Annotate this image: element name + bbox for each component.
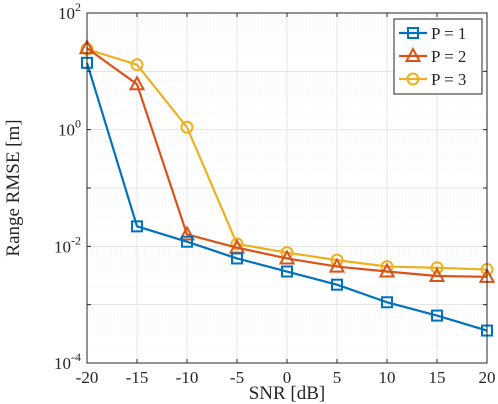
data-point-p1 [431,309,443,322]
y-tick-label: 10-4 [54,350,81,373]
y-tick-label: 102 [58,0,81,23]
data-point-p3 [180,120,194,134]
series-line-p2 [86,47,488,278]
data-point-p1 [331,278,343,291]
x-tick-label: -5 [230,368,244,387]
data-point-p2 [378,262,396,278]
data-point-p2 [128,75,146,91]
data-point-p3 [430,261,444,275]
data-point-p1 [231,252,243,265]
y-tick-label: 10-2 [54,233,81,256]
x-tick-label: 5 [333,368,342,387]
y-axis-label: Range RMSE [m] [3,119,24,256]
y-tick-label: 100 [58,117,81,140]
x-tick-label: 15 [429,368,446,387]
data-point-p2 [278,249,296,265]
legend-marker [406,72,420,86]
legend-marker [407,27,419,39]
data-point-p1 [281,265,293,278]
data-point-p1 [181,235,193,248]
legend-item-p2: P = 2 [399,46,466,66]
series-p2 [78,39,496,283]
x-tick-label: -10 [176,368,199,387]
legend: P = 1 P = 2 P = 3 [393,18,483,95]
legend-label-p1: P = 1 [431,24,466,43]
x-tick-label: -15 [126,368,149,387]
data-point-p3 [130,58,144,72]
x-tick-label: -20 [76,368,99,387]
x-axis-label: SNR [dB] [249,383,326,404]
legend-marker [404,46,422,62]
x-tick-label: 20 [479,368,496,387]
x-tick-label: 10 [379,368,396,387]
x-tick-label: 0 [283,368,292,387]
legend-item-p3: P = 3 [399,70,466,89]
legend-label-p2: P = 2 [431,47,466,66]
data-point-p1 [381,296,393,309]
legend-item-p1: P = 1 [399,24,466,43]
data-point-p2 [178,225,196,241]
legend-label-p3: P = 3 [431,70,466,89]
data-point-p1 [131,220,143,233]
series-line-p1 [85,62,488,332]
data-point-p2 [428,266,446,283]
data-point-p2 [328,257,346,273]
axis-ticks: -20 -15 -10 -5 0 5 10 15 20 102 100 10-2 10-4 [54,0,496,387]
data-point-p3 [230,237,244,251]
